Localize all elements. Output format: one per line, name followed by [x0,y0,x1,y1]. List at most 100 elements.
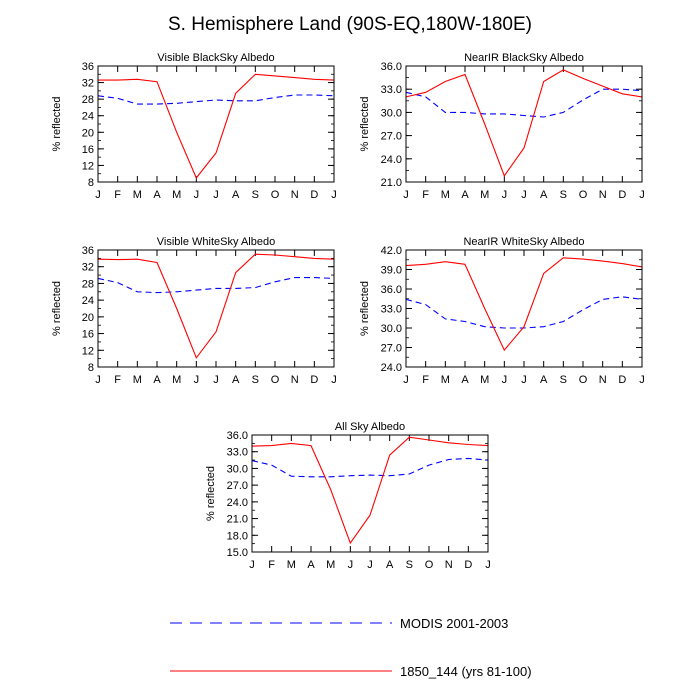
y-tick-label: 20 [82,127,94,139]
y-tick-label: 30.0 [381,107,402,119]
y-tick-label: 24 [82,295,94,307]
y-tick-label: 21.0 [227,514,248,526]
x-tick-label: J [485,559,491,571]
x-tick-label: J [403,374,409,386]
panel-title: NearIR WhiteSky Albedo [463,236,584,248]
x-tick-label: M [133,374,142,386]
y-tick-label: 32 [82,78,94,90]
x-tick-label: J [194,189,200,201]
x-tick-label: A [461,374,469,386]
series-line-model [405,257,643,352]
legend-label: MODIS 2001-2003 [400,616,508,631]
x-tick-label: J [331,189,337,201]
x-tick-label: J [403,189,409,201]
y-tick-label: 16 [82,329,94,341]
x-tick-label: J [639,189,645,201]
x-tick-label: D [464,559,472,571]
x-tick-label: M [133,189,142,201]
x-tick-label: A [232,374,240,386]
y-tick-label: 15.0 [227,547,248,559]
x-tick-label: J [95,374,101,386]
series-line-model [97,253,335,359]
series-line-model [98,73,335,179]
y-tick-label: 30.0 [381,323,402,335]
y-axis-label: % reflected [205,466,217,521]
x-tick-label: S [406,559,413,571]
figure-title: S. Hemisphere Land (90S-EQ,180W-180E) [168,14,532,35]
y-tick-label: 27.0 [381,131,402,143]
x-tick-label: D [618,189,626,201]
x-tick-label: J [95,189,101,201]
x-tick-label: J [348,559,354,571]
x-tick-label: A [307,559,315,571]
y-tick-label: 16 [82,144,94,156]
x-tick-label: A [153,189,161,201]
x-tick-label: J [521,189,527,201]
x-tick-label: S [252,189,259,201]
y-tick-label: 24.0 [381,362,402,374]
x-tick-label: M [480,374,489,386]
series-line-modis [251,457,489,478]
x-tick-label: M [172,374,181,386]
y-tick-label: 8 [88,177,94,189]
x-tick-label: M [441,189,450,201]
x-tick-label: O [579,374,588,386]
x-tick-label: S [252,374,259,386]
y-tick-label: 12 [82,345,94,357]
x-tick-label: F [422,374,429,386]
x-tick-label: F [114,374,121,386]
series-line-modis [97,277,335,294]
legend-item: 1850_144 (yrs 81-100) [170,664,532,679]
panel-title: NearIR BlackSky Albedo [464,52,584,64]
y-tick-label: 30.0 [227,463,248,475]
plot-frame [97,249,335,368]
y-tick-label: 33.0 [381,84,402,96]
x-tick-label: A [540,189,548,201]
x-tick-label: N [291,189,299,201]
y-tick-label: 24 [82,111,94,123]
y-tick-label: 36 [82,61,94,73]
y-tick-label: 32 [82,262,94,274]
plot-frame [251,434,489,553]
series-line-modis [97,94,335,105]
y-tick-label: 33.0 [381,304,402,316]
y-tick-label: 21.0 [381,177,402,189]
x-tick-label: J [213,374,219,386]
x-tick-label: N [291,374,299,386]
series-line-model [251,436,489,545]
x-tick-label: J [502,374,508,386]
y-tick-label: 36.0 [227,430,248,442]
y-tick-label: 36 [82,245,94,257]
x-tick-label: J [367,559,373,571]
y-tick-label: 24.0 [381,154,402,166]
x-tick-label: J [249,559,255,571]
x-tick-label: J [194,374,200,386]
panel-1: Visible BlackSky Albedo % reflected 8 12 16 2… [51,52,337,201]
plot-frame [405,249,643,368]
x-tick-label: D [310,189,318,201]
x-tick-label: O [271,374,280,386]
panel-title: Visible BlackSky Albedo [157,52,274,64]
x-tick-label: M [480,189,489,201]
x-tick-label: N [599,189,607,201]
y-tick-label: 28 [82,278,94,290]
x-tick-label: J [639,374,645,386]
x-tick-label: D [310,374,318,386]
plot-frame [405,65,643,183]
y-axis-label: % reflected [51,281,63,336]
x-tick-label: M [441,374,450,386]
y-tick-label: 39.0 [381,265,402,277]
panel-5: All Sky Albedo % reflected 15.0 18.0 21.0 24.… [205,421,491,571]
x-tick-label: A [232,189,240,201]
x-tick-label: O [579,189,588,201]
x-tick-label: O [425,559,434,571]
x-tick-label: J [502,189,508,201]
y-axis-label: % reflected [359,281,371,336]
y-tick-label: 27.0 [381,343,402,355]
x-tick-label: J [521,374,527,386]
plot-frame [97,65,335,183]
y-tick-label: 36.0 [381,61,402,73]
y-tick-label: 8 [88,362,94,374]
x-tick-label: D [618,374,626,386]
panel-4: NearIR WhiteSky Albedo % reflected 24.0 27.… [359,236,645,386]
